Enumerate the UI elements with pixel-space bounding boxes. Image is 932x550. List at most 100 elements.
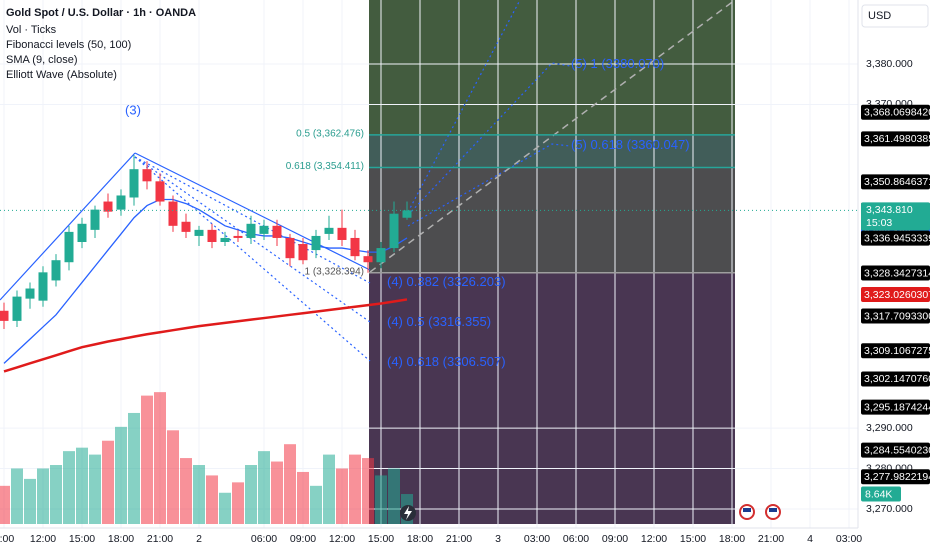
candle-body [168, 201, 178, 226]
wave-line [0, 152, 136, 301]
candle-body [246, 223, 256, 238]
price-label: 3,317.70933007 [864, 310, 932, 322]
price-label-box [861, 104, 930, 120]
indicator-label: Vol · Ticks [6, 24, 57, 36]
volume-bar [167, 430, 179, 524]
price-label-box [861, 371, 930, 387]
fib-label: 0.618 (3,354.411) [286, 161, 364, 172]
price-label-box [861, 343, 930, 359]
price-label: 3,328.34273146 [864, 267, 932, 279]
current-price-box [861, 202, 930, 231]
x-tick-label: 21:00 [758, 533, 784, 545]
candle-body [0, 310, 9, 321]
flag [769, 508, 777, 512]
volume-bar [154, 392, 166, 524]
price-label: 3,309.10672758 [864, 345, 932, 357]
volume-bar [128, 412, 140, 524]
candle-body [363, 256, 373, 263]
volume-bar [336, 468, 348, 524]
volume-bar [102, 440, 114, 524]
projection-line [407, 62, 571, 216]
projection-label: (4) 0.382 (3326.203) [387, 274, 506, 289]
candle-body [90, 209, 100, 230]
candle-body [51, 260, 61, 281]
candle-body [272, 225, 282, 238]
candle-body [350, 237, 360, 257]
x-tick-label: 15:00 [680, 533, 706, 545]
price-label-box [861, 286, 930, 302]
price-label: 3,295.18742441 [864, 401, 932, 413]
volume-bar [284, 444, 296, 524]
x-tick-label: 4 [807, 533, 813, 545]
lightning [404, 506, 412, 520]
volume-bar [76, 447, 88, 524]
volume-bar [206, 475, 218, 524]
x-tick-label: 03:00 [524, 533, 550, 545]
candle-body [259, 225, 269, 234]
projection-label: (5) 1 (3380.070) [571, 56, 664, 71]
current-price-label: 3,343.810 [866, 204, 913, 216]
candle-body [285, 237, 295, 259]
candle-body [103, 201, 113, 212]
candle-body [324, 227, 334, 234]
volume-bar [297, 471, 309, 524]
price-label-box [861, 469, 930, 485]
candle-body [12, 296, 22, 321]
candle-body [389, 213, 399, 249]
x-tick-label: 15:00 [368, 533, 394, 545]
candle-body [233, 235, 243, 238]
x-tick-label: 21:00 [446, 533, 472, 545]
wave-label: (3) [125, 102, 141, 117]
volume-bar [0, 485, 10, 524]
volume-bar [193, 465, 205, 524]
x-tick-label: 09:00 [290, 533, 316, 545]
sma-line [3, 198, 408, 364]
candle-body [25, 288, 35, 299]
candle-body [142, 169, 152, 182]
x-tick-label: 2 [196, 533, 202, 545]
projection-line [134, 156, 371, 362]
candle-body [64, 231, 74, 263]
indicator-label: Elliott Wave (Absolute) [6, 69, 117, 81]
x-tick-label: 12:00 [641, 533, 667, 545]
candle-body [402, 210, 412, 218]
candle-body [38, 272, 48, 301]
volume-bar [232, 482, 244, 524]
volume-label: 8.64K [865, 488, 892, 500]
volume-bar [375, 475, 387, 524]
price-label: 3,361.49803851 [864, 133, 932, 145]
currency: USD [868, 10, 891, 22]
candle-body [77, 223, 87, 242]
volume-bar [89, 454, 101, 524]
candle-body [129, 169, 139, 198]
candle-body [311, 235, 321, 251]
fib-zone [369, 134, 735, 168]
fib-zone [369, 272, 735, 524]
fib-zone [369, 167, 735, 273]
event-icons [400, 504, 781, 521]
countdown-label: 15:03 [866, 217, 892, 229]
volume-bar [258, 451, 270, 524]
y-tick-label: 3,290.000 [866, 422, 913, 434]
x-tick-label: 3 [495, 533, 501, 545]
price-label-box [861, 230, 930, 246]
x-tick-label: 21:00 [147, 533, 173, 545]
price-label-box [861, 308, 930, 324]
candle-body [298, 244, 308, 261]
currency-button[interactable] [861, 4, 929, 28]
volume-bar [180, 458, 192, 524]
projection-label: (4) 0.5 (3316.355) [387, 314, 491, 329]
candle-body [194, 229, 204, 236]
volume-bar [271, 461, 283, 524]
volume-bar [63, 451, 75, 524]
candle-body [337, 227, 347, 240]
volume-bar [323, 454, 335, 524]
candle-body [181, 221, 191, 232]
volume-bar [310, 485, 322, 524]
price-label-box [861, 442, 930, 458]
volume-bar [362, 458, 374, 524]
volume-bar [115, 426, 127, 524]
time-axis [0, 528, 932, 550]
x-tick-label: 06:00 [563, 533, 589, 545]
